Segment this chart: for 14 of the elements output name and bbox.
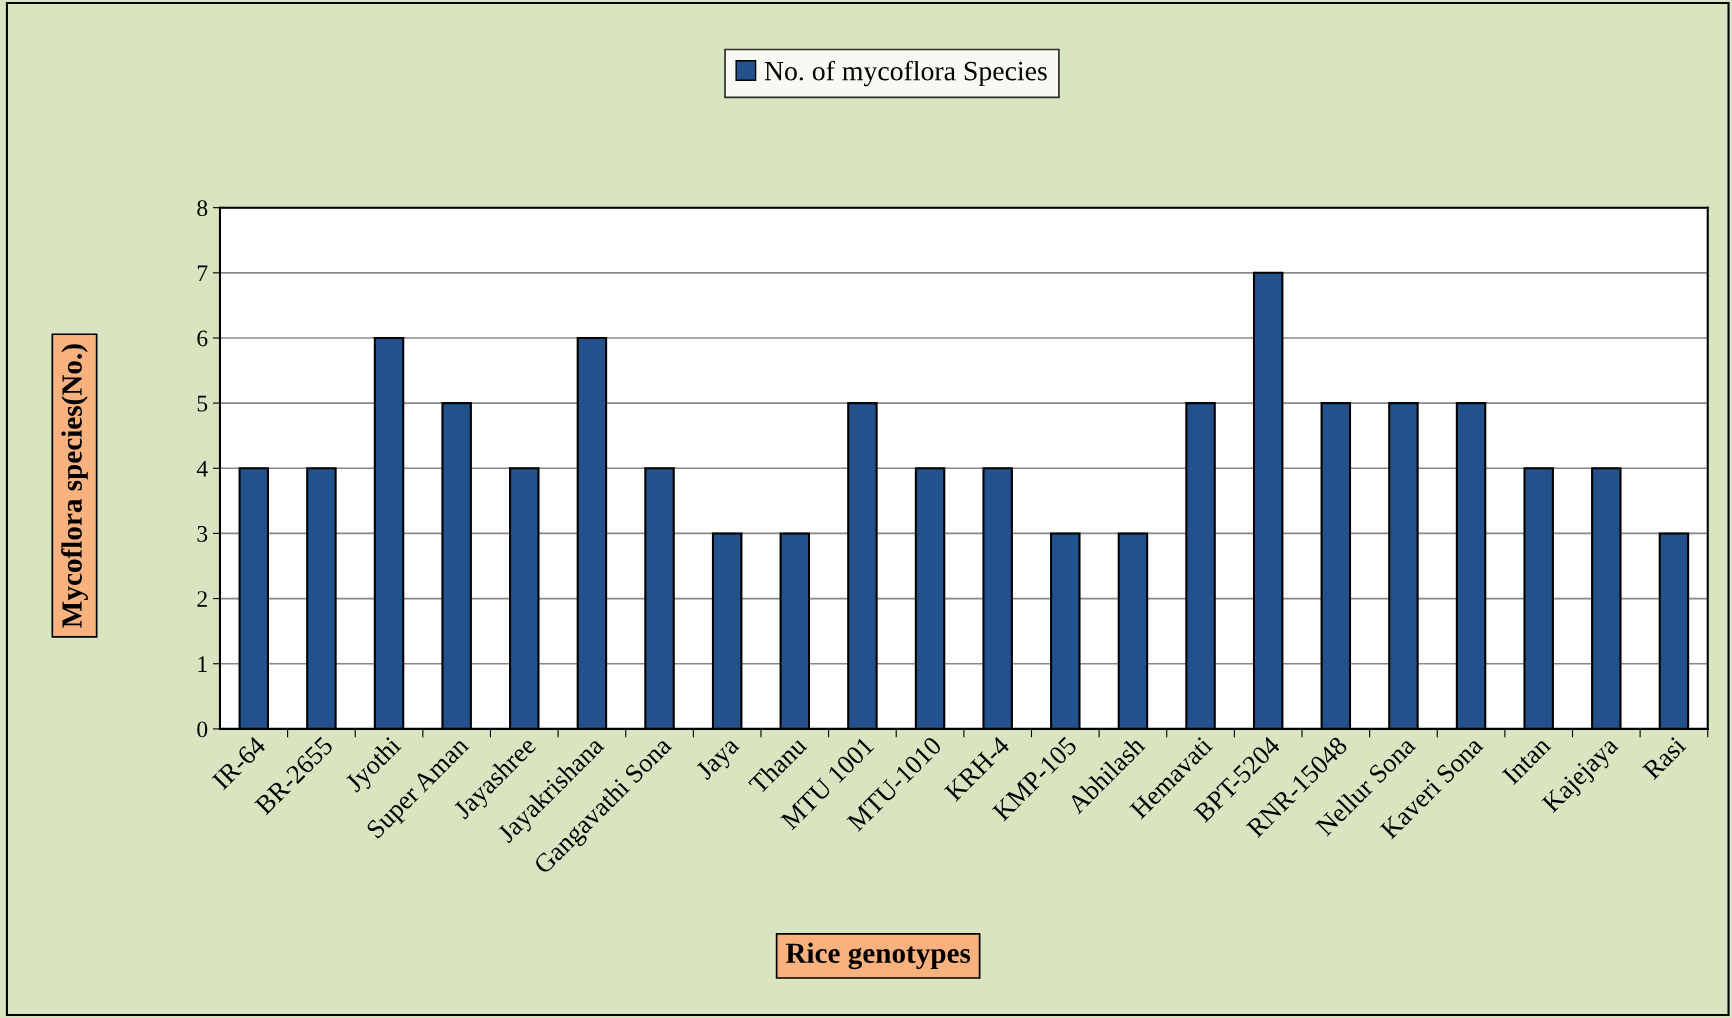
y-tick-label: 1 [198,656,207,672]
y-tick-label: 5 [197,395,208,412]
x-tick-label: Rasi [1641,735,1687,781]
y-tick-label: 4 [196,460,208,477]
y-tick-label: 7 [197,265,208,282]
y-tick-label: 6 [197,330,208,347]
y-tick-label: 0 [197,721,208,738]
x-axis-title: Rice genotypes [785,942,971,970]
y-tick-label: 2 [197,591,207,607]
y-tick-label: 8 [197,200,208,217]
x-tick-label: Jaya [695,735,744,785]
y-tick-label: 3 [197,525,208,542]
legend-label: No. of mycoflora Species [764,60,1047,87]
y-axis-title: Mycoflora species(No.) [61,344,88,628]
